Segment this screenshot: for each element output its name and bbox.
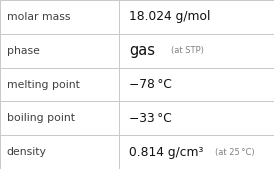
Text: −78 °C: −78 °C <box>129 78 172 91</box>
Text: (at STP): (at STP) <box>171 46 204 55</box>
Text: density: density <box>7 147 47 157</box>
Text: 18.024 g/mol: 18.024 g/mol <box>129 10 210 23</box>
Text: −33 °C: −33 °C <box>129 112 172 125</box>
Text: boiling point: boiling point <box>7 113 75 123</box>
Text: molar mass: molar mass <box>7 12 70 22</box>
Text: gas: gas <box>129 43 155 58</box>
Text: 0.814 g/cm³: 0.814 g/cm³ <box>129 146 203 159</box>
Text: (at 25 °C): (at 25 °C) <box>215 148 255 157</box>
Text: melting point: melting point <box>7 79 80 90</box>
Text: phase: phase <box>7 46 40 56</box>
